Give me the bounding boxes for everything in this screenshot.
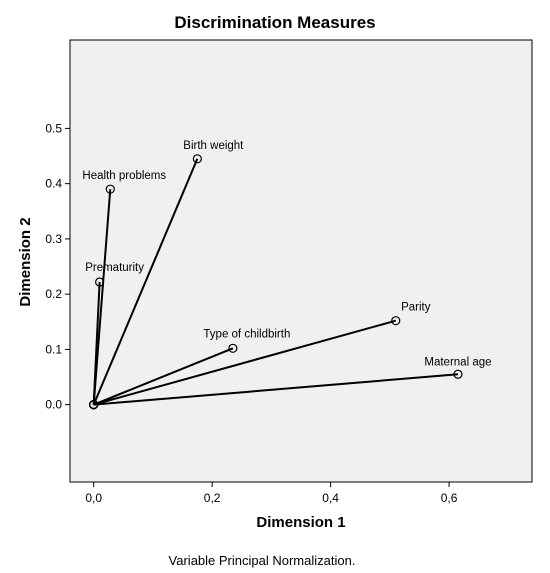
point-label: Health problems xyxy=(82,170,166,182)
point-marker xyxy=(95,277,105,287)
plot-area xyxy=(69,39,533,483)
y-tick-label: 0.3 xyxy=(45,232,62,246)
vector-lines xyxy=(92,158,459,406)
vector-line xyxy=(92,189,112,405)
x-axis-title: Dimension 1 xyxy=(256,514,345,531)
point-marker xyxy=(453,369,463,379)
vector-line xyxy=(93,373,459,406)
y-axis-title: Dimension 2 xyxy=(17,217,34,306)
y-axis-ticks: 0.0 0.1 0.2 0.3 0.4 0.5 xyxy=(45,121,70,412)
x-tick-label: 0,2 xyxy=(204,491,221,505)
y-tick-label: 0.5 xyxy=(45,121,62,135)
point-label: Type of childbirth xyxy=(203,328,290,340)
y-tick-label: 0.1 xyxy=(45,342,62,356)
point-label: Birth weight xyxy=(183,140,244,152)
data-points: Birth weight Health problems Prematurity Ty… xyxy=(82,140,492,410)
point-marker xyxy=(391,316,401,326)
point-label: Prematurity xyxy=(85,262,144,274)
y-tick-label: 0.0 xyxy=(45,398,62,412)
x-axis-ticks: 0,0 0,2 0,4 0,6 xyxy=(85,482,458,505)
point-marker xyxy=(228,343,238,353)
x-tick-label: 0,6 xyxy=(441,491,458,505)
point-marker xyxy=(105,184,115,194)
point-label: Parity xyxy=(401,302,431,314)
chart-footnote: Variable Principal Normalization. xyxy=(169,553,356,568)
origin-marker xyxy=(89,400,99,410)
vector-line xyxy=(93,319,397,406)
y-tick-label: 0.4 xyxy=(45,177,62,191)
point-marker xyxy=(192,154,202,164)
vector-line xyxy=(93,347,234,406)
point-label: Maternal age xyxy=(424,356,491,368)
chart-title: Discrimination Measures xyxy=(174,13,375,32)
x-tick-label: 0,4 xyxy=(322,491,339,505)
x-tick-label: 0,0 xyxy=(85,491,102,505)
vector-line xyxy=(92,281,101,405)
y-tick-label: 0.2 xyxy=(45,287,62,301)
vector-line xyxy=(92,158,199,406)
